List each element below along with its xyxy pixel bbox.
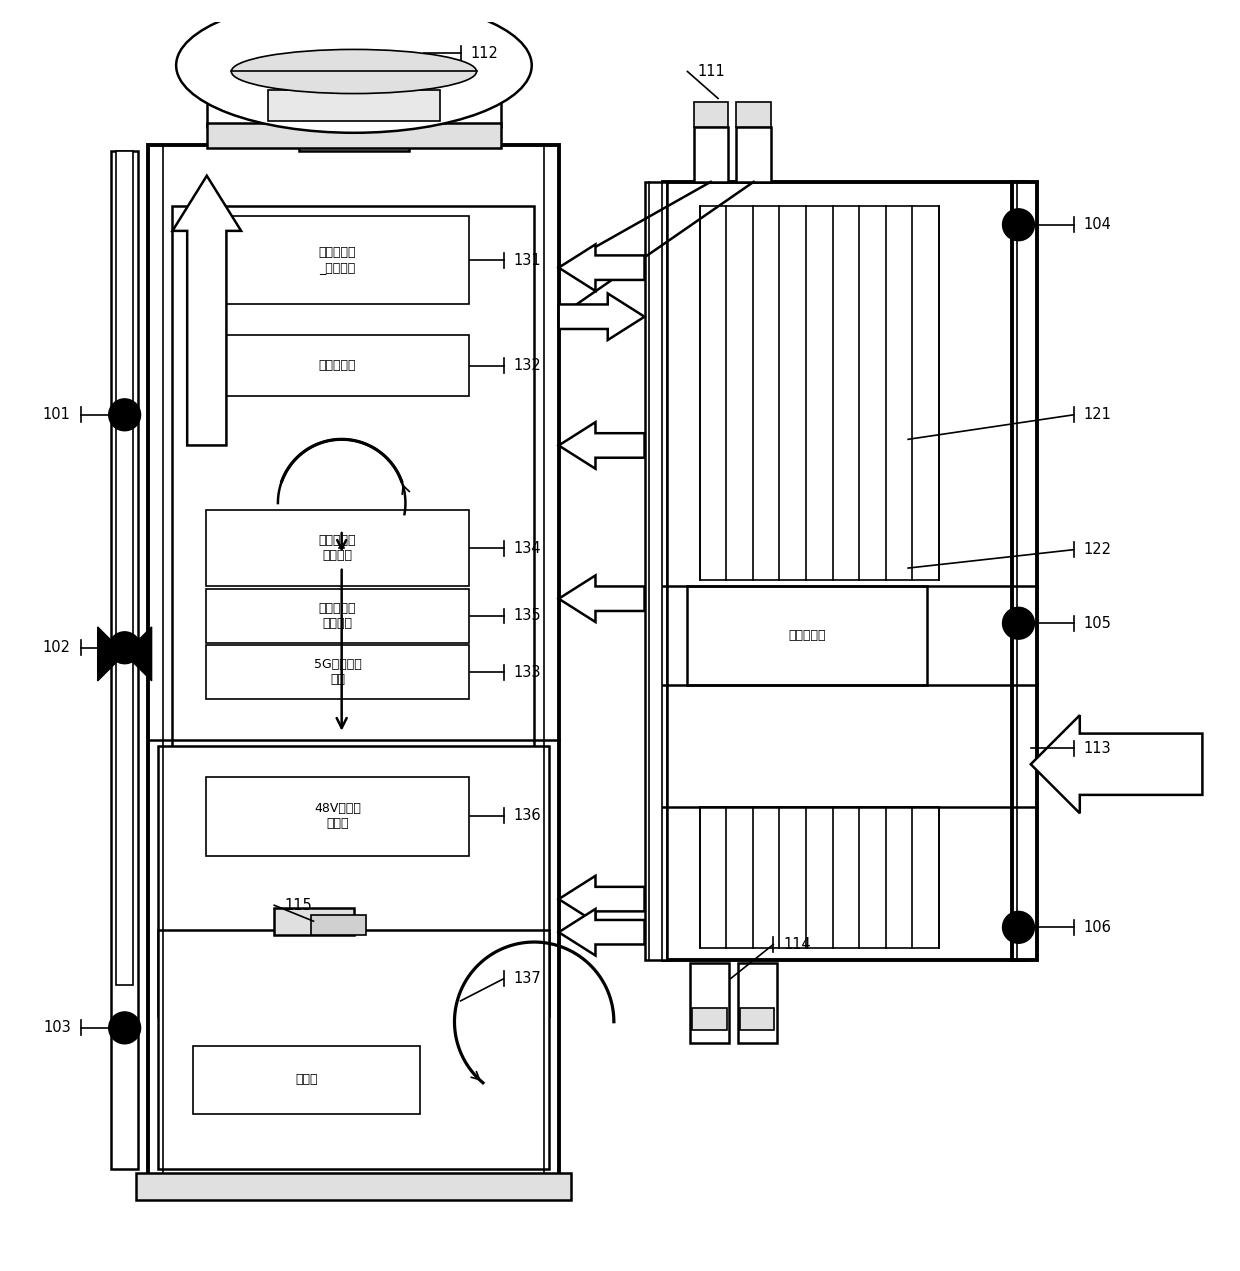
- Text: 111: 111: [697, 64, 725, 79]
- FancyArrow shape: [172, 175, 241, 445]
- Bar: [645, 182, 667, 961]
- Circle shape: [109, 632, 140, 663]
- Circle shape: [1003, 608, 1034, 639]
- Bar: [117, 151, 133, 985]
- FancyArrow shape: [559, 422, 645, 469]
- Bar: [268, 90, 440, 121]
- Bar: [207, 84, 501, 127]
- Bar: [206, 588, 469, 643]
- Bar: [112, 151, 138, 1169]
- Text: 空调压缩机: 空调压缩机: [789, 629, 826, 642]
- Bar: [689, 963, 729, 1042]
- Text: 5G基带处理
单元: 5G基带处理 单元: [314, 658, 361, 686]
- FancyArrow shape: [559, 244, 645, 291]
- Bar: [737, 102, 771, 127]
- FancyArrow shape: [1030, 716, 1203, 813]
- Text: 机架访问和
环境监控: 机架访问和 环境监控: [319, 602, 356, 630]
- Text: 114: 114: [784, 937, 811, 952]
- Bar: [206, 336, 469, 397]
- Text: 101: 101: [43, 407, 71, 422]
- Text: 镜像服务器
_存资阵列: 镜像服务器 _存资阵列: [319, 247, 356, 275]
- Text: 48V开关电
源设备: 48V开关电 源设备: [314, 802, 361, 830]
- Bar: [207, 123, 501, 147]
- FancyArrow shape: [559, 876, 645, 923]
- Bar: [311, 915, 366, 934]
- Circle shape: [1003, 911, 1034, 943]
- Text: 105: 105: [1084, 615, 1111, 630]
- FancyArrow shape: [559, 576, 645, 622]
- Ellipse shape: [176, 0, 532, 132]
- FancyArrow shape: [559, 909, 645, 956]
- Bar: [663, 182, 1024, 961]
- Text: 122: 122: [1084, 543, 1111, 557]
- Bar: [172, 206, 534, 899]
- Circle shape: [109, 1012, 140, 1043]
- Text: 数据中心核
心交换机: 数据中心核 心交换机: [319, 534, 356, 563]
- Bar: [206, 511, 469, 586]
- Text: 121: 121: [1084, 407, 1111, 422]
- Bar: [157, 930, 549, 1169]
- Text: 134: 134: [513, 541, 541, 555]
- Circle shape: [109, 399, 140, 431]
- Text: 137: 137: [513, 971, 541, 986]
- Text: 113: 113: [1084, 741, 1111, 756]
- Text: 112: 112: [470, 46, 498, 61]
- Bar: [206, 646, 469, 699]
- Bar: [135, 1173, 570, 1200]
- Bar: [699, 807, 939, 948]
- Bar: [274, 907, 353, 934]
- Text: 136: 136: [513, 808, 541, 824]
- Bar: [206, 777, 469, 857]
- Bar: [738, 963, 777, 1042]
- Ellipse shape: [232, 50, 476, 94]
- Text: 103: 103: [43, 1021, 71, 1036]
- Bar: [1012, 182, 1037, 961]
- Text: 133: 133: [513, 665, 541, 680]
- Bar: [737, 127, 771, 182]
- Polygon shape: [125, 627, 151, 681]
- Text: 132: 132: [513, 358, 541, 374]
- Bar: [148, 145, 559, 1174]
- Text: 光线路终端: 光线路终端: [319, 360, 356, 372]
- Bar: [699, 206, 939, 581]
- Bar: [693, 102, 728, 127]
- Bar: [206, 216, 469, 305]
- Text: 106: 106: [1084, 920, 1111, 934]
- Bar: [299, 132, 409, 151]
- FancyArrow shape: [559, 294, 645, 341]
- Circle shape: [1003, 208, 1034, 240]
- Bar: [157, 746, 549, 1016]
- Text: 115: 115: [284, 897, 311, 913]
- Text: 135: 135: [513, 609, 541, 623]
- Text: 102: 102: [42, 641, 71, 656]
- Text: 蓄电池: 蓄电池: [295, 1074, 317, 1087]
- Bar: [193, 1046, 420, 1113]
- Bar: [740, 1008, 775, 1031]
- Text: 104: 104: [1084, 217, 1111, 233]
- Bar: [687, 586, 926, 685]
- Polygon shape: [98, 627, 125, 681]
- Bar: [692, 1008, 727, 1031]
- Text: 131: 131: [513, 253, 541, 268]
- Bar: [693, 127, 728, 182]
